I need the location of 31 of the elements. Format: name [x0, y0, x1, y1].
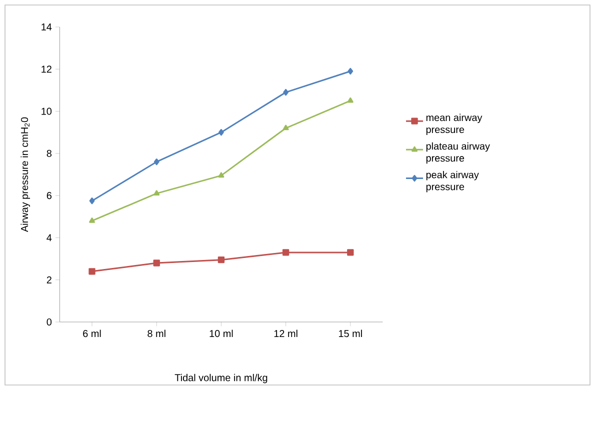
point	[218, 172, 224, 178]
point	[283, 88, 288, 96]
y-tick-label: 8	[46, 150, 52, 157]
x-tick-label: 8 ml	[148, 330, 166, 338]
point	[347, 97, 354, 103]
point	[88, 268, 96, 275]
y-axis-title: Airway pressure in cmH$_{2}$0	[20, 117, 30, 232]
point	[348, 68, 354, 75]
point	[218, 256, 225, 264]
legend-label: peak airway pressure	[426, 170, 479, 192]
y-tick-label: 6	[46, 192, 52, 200]
point	[282, 249, 290, 256]
point	[218, 129, 224, 136]
point	[154, 190, 160, 196]
y-tick-label: 2	[46, 276, 52, 284]
y-tick-label: 12	[42, 66, 52, 73]
x-axis-title: Tidal volume in ml/kg	[174, 374, 268, 384]
x-tick-label: 6 ml	[83, 330, 101, 338]
point	[89, 218, 95, 223]
x-tick-label: 15 ml	[338, 330, 362, 338]
y-tick-label: 0	[46, 318, 52, 326]
y-tick-label: 4	[46, 234, 52, 242]
point	[89, 197, 95, 204]
point	[153, 260, 160, 266]
y-tick-label: 10	[42, 108, 52, 115]
point	[282, 124, 289, 130]
point	[154, 158, 160, 166]
point	[347, 249, 354, 256]
y-tick-label: 14	[42, 24, 52, 30]
x-tick-label: 10 ml	[210, 330, 233, 338]
x-tick-label: 12 ml	[274, 330, 298, 337]
